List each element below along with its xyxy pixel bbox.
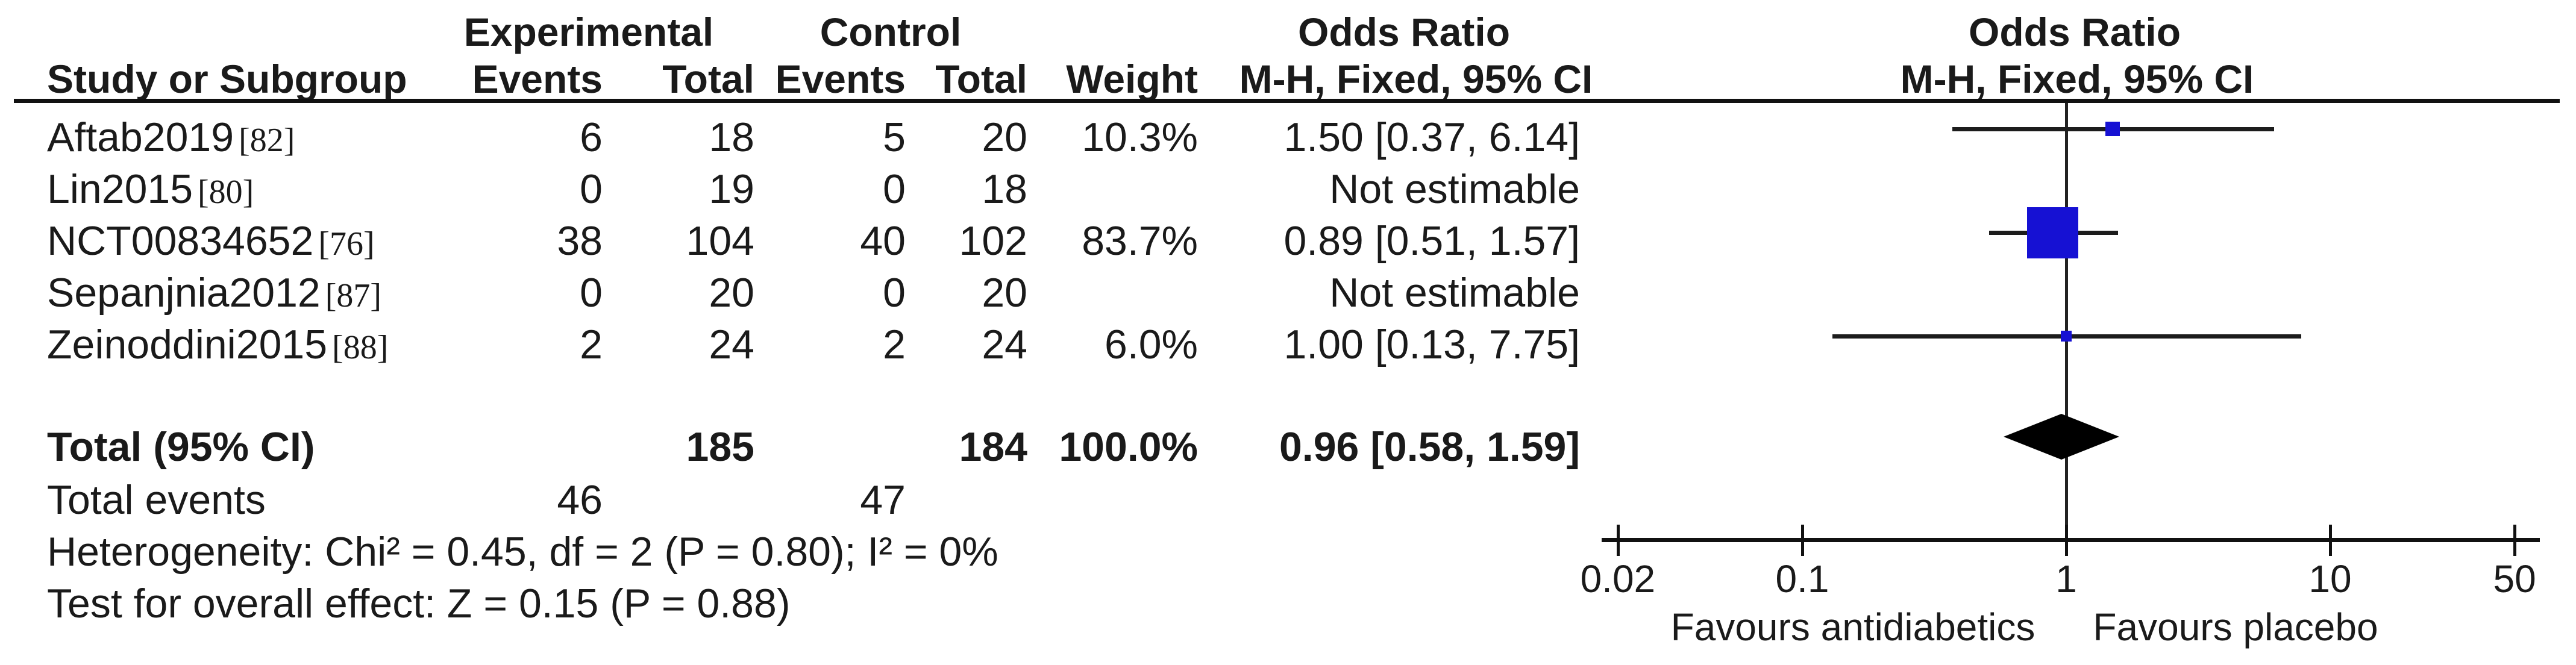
ctrl-total: 18 xyxy=(982,166,1027,212)
weight: 83.7% xyxy=(1082,218,1198,264)
column-group-control: Control xyxy=(819,10,962,54)
x-axis-tick xyxy=(1801,525,1804,556)
exp-total: 104 xyxy=(686,218,754,264)
ctrl-total: 24 xyxy=(982,322,1027,367)
x-axis-tick xyxy=(2065,525,2068,556)
table-row-study: Sepanjnia2012 [87] xyxy=(47,267,381,319)
header-separator-line xyxy=(14,99,2560,103)
mh-fixed-ci-header-left: M-H, Fixed, 95% CI xyxy=(1239,57,1593,101)
table-row-study: Aftab2019 [82] xyxy=(47,111,295,163)
or-point-square xyxy=(2061,331,2072,342)
study-name: Aftab2019 xyxy=(47,114,234,160)
study-name: NCT00834652 xyxy=(47,218,314,264)
table-row-study: Zeinoddini2015 [88] xyxy=(47,319,388,370)
ctrl-total: 102 xyxy=(959,218,1027,264)
or-ci-text: 1.00 [0.13, 7.75] xyxy=(1283,322,1580,367)
exp-total: 19 xyxy=(709,166,754,212)
weight: 6.0% xyxy=(1105,322,1198,367)
study-reference: [88] xyxy=(332,329,389,366)
x-axis-tick xyxy=(2329,525,2332,556)
x-axis-tick xyxy=(2513,525,2517,556)
favours-right-label: Favours placebo xyxy=(2093,605,2378,649)
total-events-exp: 46 xyxy=(557,477,603,523)
total-weight: 100.0% xyxy=(1059,424,1198,470)
exp-total-header: Total xyxy=(662,57,754,101)
exp-total: 20 xyxy=(709,270,754,316)
or-ci-text: 1.50 [0.37, 6.14] xyxy=(1283,114,1580,160)
overall-effect-text: Test for overall effect: Z = 0.15 (P = 0… xyxy=(47,581,791,626)
column-group-experimental: Experimental xyxy=(463,10,714,54)
study-name: Lin2015 xyxy=(47,166,193,212)
exp-events: 38 xyxy=(557,218,603,264)
x-axis-tick-label: 10 xyxy=(2308,557,2352,601)
weight-header: Weight xyxy=(1066,57,1198,101)
favours-left-label: Favours antidiabetics xyxy=(1670,605,2035,649)
exp-events: 6 xyxy=(580,114,603,160)
study-column-header: Study or Subgroup xyxy=(47,57,407,101)
exp-events: 2 xyxy=(580,322,603,367)
ctrl-events: 5 xyxy=(883,114,906,160)
ctrl-events: 2 xyxy=(883,322,906,367)
mh-fixed-ci-header-right: M-H, Fixed, 95% CI xyxy=(1900,57,2254,101)
total-events-label: Total events xyxy=(47,477,266,523)
total-ctrl-total: 184 xyxy=(959,424,1027,470)
or-ci-text: 0.89 [0.51, 1.57] xyxy=(1283,218,1580,264)
weight: 10.3% xyxy=(1082,114,1198,160)
x-axis-tick-label: 0.02 xyxy=(1580,557,1656,601)
odds-ratio-title-left: Odds Ratio xyxy=(1297,10,1511,54)
heterogeneity-text: Heterogeneity: Chi² = 0.45, df = 2 (P = … xyxy=(47,529,998,575)
x-axis-tick xyxy=(1616,525,1620,556)
ctrl-total-header: Total xyxy=(935,57,1027,101)
total-exp-total: 185 xyxy=(686,424,754,470)
total-diamond xyxy=(2004,414,2119,460)
or-ci-text: Not estimable xyxy=(1329,166,1580,212)
study-reference: [80] xyxy=(198,173,254,211)
table-row-study: NCT00834652 [76] xyxy=(47,215,375,267)
study-reference: [76] xyxy=(318,225,375,263)
exp-events: 0 xyxy=(580,270,603,316)
total-events-ctrl: 47 xyxy=(860,477,906,523)
exp-events-header: Events xyxy=(472,57,603,101)
study-reference: [82] xyxy=(239,122,295,159)
exp-events: 0 xyxy=(580,166,603,212)
ctrl-total: 20 xyxy=(982,270,1027,316)
total-row-label: Total (95% CI) xyxy=(47,424,315,470)
or-point-square xyxy=(2105,122,2120,136)
ctrl-events: 0 xyxy=(883,270,906,316)
x-axis-tick-label: 1 xyxy=(2055,557,2077,601)
exp-total: 18 xyxy=(709,114,754,160)
study-reference: [87] xyxy=(325,277,382,314)
null-effect-line xyxy=(2065,103,2068,540)
x-axis-tick-label: 0.1 xyxy=(1775,557,1829,601)
study-name: Zeinoddini2015 xyxy=(47,322,328,367)
ctrl-total: 20 xyxy=(982,114,1027,160)
ctrl-events-header: Events xyxy=(775,57,906,101)
study-name: Sepanjnia2012 xyxy=(47,270,321,316)
x-axis-tick-label: 50 xyxy=(2493,557,2536,601)
x-axis-line xyxy=(1601,538,2540,542)
total-or-ci-text: 0.96 [0.58, 1.59] xyxy=(1279,424,1580,470)
table-row-study: Lin2015 [80] xyxy=(47,163,254,215)
exp-total: 24 xyxy=(709,322,754,367)
or-point-square xyxy=(2027,207,2079,258)
or-ci-text: Not estimable xyxy=(1329,270,1580,316)
ctrl-events: 0 xyxy=(883,166,906,212)
ctrl-events: 40 xyxy=(860,218,906,264)
odds-ratio-title-right: Odds Ratio xyxy=(1968,10,2181,54)
